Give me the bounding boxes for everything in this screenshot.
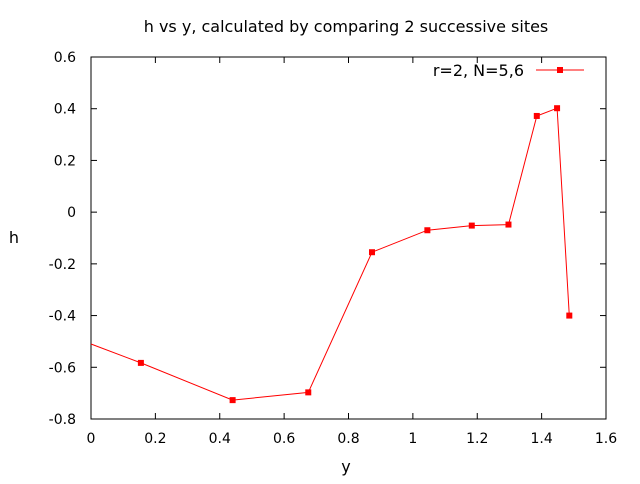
x-tick-label: 0 [87, 431, 96, 447]
data-point-marker [424, 227, 431, 234]
legend-marker [557, 67, 563, 73]
x-tick-label: 0.4 [209, 431, 231, 447]
x-tick-label: 0.8 [337, 431, 359, 447]
data-point-marker [229, 397, 236, 404]
series-layer [90, 105, 573, 404]
series-line [90, 107, 570, 401]
y-axis-ticks: -0.8 -0.6 -0.4 -0.2 0 0.2 0.4 0.6 [49, 50, 606, 428]
plot-area-frame [90, 56, 607, 420]
x-tick-label: 1.6 [595, 431, 617, 447]
legend: r=2, N=5,6 [433, 61, 584, 80]
x-tick-label: 1.2 [466, 431, 488, 447]
y-tick-label: -0.6 [49, 360, 76, 376]
y-tick-label: -0.8 [49, 412, 76, 428]
y-tick-label: -0.4 [49, 309, 76, 325]
data-point-marker [533, 112, 540, 119]
y-tick-label: -0.2 [49, 257, 76, 273]
y-tick-label: 0 [67, 205, 76, 221]
data-point-marker [468, 222, 475, 229]
x-tick-label: 1.4 [530, 431, 552, 447]
chart-title: h vs y, calculated by comparing 2 succes… [144, 17, 549, 36]
data-point-marker [137, 359, 144, 366]
data-point-marker [566, 312, 573, 319]
data-point-marker [305, 389, 312, 396]
y-tick-label: 0.6 [54, 50, 76, 66]
legend-label: r=2, N=5,6 [433, 61, 524, 80]
x-axis-label: y [341, 457, 350, 476]
data-point-marker [505, 221, 512, 228]
data-point-marker [554, 105, 561, 112]
x-tick-label: 1 [408, 431, 417, 447]
y-axis-label: h [9, 228, 19, 247]
x-axis-ticks: 0 0.2 0.4 0.6 0.8 1 1.2 1.4 1.6 [87, 57, 617, 447]
y-tick-label: 0.4 [54, 102, 76, 118]
x-tick-label: 0.2 [144, 431, 166, 447]
y-tick-label: 0.2 [54, 153, 76, 169]
x-tick-label: 0.6 [273, 431, 295, 447]
data-point-marker [368, 249, 375, 256]
